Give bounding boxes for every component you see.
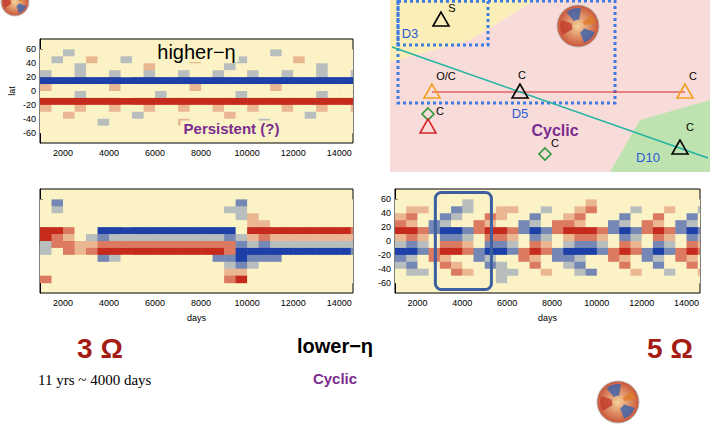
- svg-text:3 Ω: 3 Ω: [77, 333, 123, 364]
- svg-text:-40: -40: [378, 264, 391, 274]
- svg-text:S: S: [448, 2, 455, 14]
- svg-text:0: 0: [31, 86, 36, 96]
- svg-text:60: 60: [381, 194, 391, 204]
- svg-text:12000: 12000: [281, 298, 306, 308]
- svg-text:14000: 14000: [327, 148, 352, 158]
- svg-text:0: 0: [386, 236, 391, 246]
- svg-text:6000: 6000: [145, 298, 165, 308]
- svg-text:8000: 8000: [191, 298, 211, 308]
- svg-text:14000: 14000: [674, 298, 699, 308]
- svg-text:D5: D5: [512, 106, 529, 121]
- svg-text:14000: 14000: [327, 298, 352, 308]
- svg-text:60: 60: [26, 44, 36, 54]
- svg-text:2000: 2000: [53, 148, 73, 158]
- svg-text:4000: 4000: [99, 298, 119, 308]
- svg-text:40: 40: [381, 208, 391, 218]
- svg-text:lower−η: lower−η: [297, 335, 373, 357]
- svg-text:12000: 12000: [629, 298, 654, 308]
- svg-text:5 Ω: 5 Ω: [647, 333, 693, 364]
- svg-text:10000: 10000: [235, 148, 260, 158]
- svg-text:-20: -20: [378, 250, 391, 260]
- svg-text:C: C: [518, 69, 526, 81]
- svg-text:lat: lat: [7, 86, 17, 96]
- svg-text:20: 20: [26, 72, 36, 82]
- svg-text:C: C: [436, 105, 444, 117]
- svg-text:4000: 4000: [99, 148, 119, 158]
- svg-text:12000: 12000: [281, 148, 306, 158]
- svg-text:days: days: [187, 313, 207, 323]
- svg-text:-40: -40: [23, 114, 36, 124]
- svg-text:D3: D3: [402, 26, 419, 41]
- svg-text:higher−η: higher−η: [157, 41, 235, 63]
- svg-text:20: 20: [381, 222, 391, 232]
- svg-text:O/C: O/C: [436, 70, 456, 82]
- svg-text:-60: -60: [378, 278, 391, 288]
- svg-text:4000: 4000: [452, 298, 472, 308]
- svg-text:6000: 6000: [145, 148, 165, 158]
- svg-text:10000: 10000: [235, 298, 260, 308]
- svg-text:Cyclic: Cyclic: [313, 370, 357, 387]
- svg-text:days: days: [538, 313, 558, 323]
- svg-text:11 yrs ~ 4000 days: 11 yrs ~ 4000 days: [38, 372, 152, 388]
- svg-text:Cyclic: Cyclic: [531, 122, 578, 139]
- svg-text:40: 40: [26, 58, 36, 68]
- svg-text:8000: 8000: [191, 148, 211, 158]
- svg-text:10000: 10000: [584, 298, 609, 308]
- svg-text:C: C: [686, 121, 694, 133]
- svg-text:C: C: [551, 137, 559, 149]
- svg-text:-60: -60: [23, 128, 36, 138]
- svg-text:-20: -20: [23, 100, 36, 110]
- svg-text:6000: 6000: [497, 298, 517, 308]
- svg-text:2000: 2000: [53, 298, 73, 308]
- svg-text:2000: 2000: [407, 298, 427, 308]
- svg-text:Persistent (?): Persistent (?): [184, 120, 280, 137]
- svg-text:D10: D10: [636, 150, 660, 165]
- svg-text:8000: 8000: [542, 298, 562, 308]
- svg-text:C: C: [689, 70, 697, 82]
